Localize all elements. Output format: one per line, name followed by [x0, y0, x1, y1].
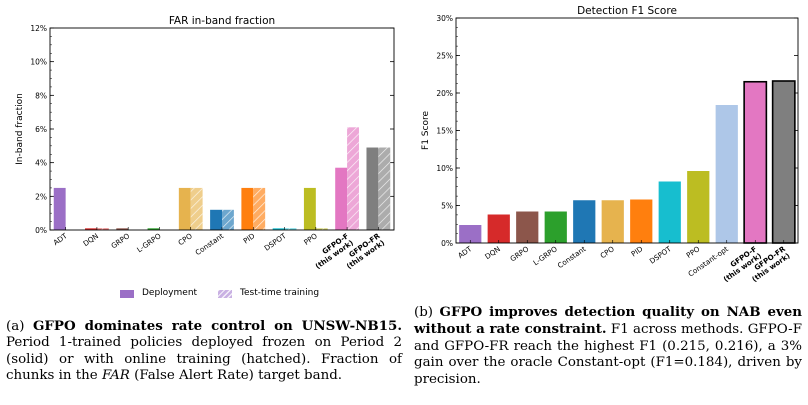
- f1-bar-ppo: [687, 171, 710, 243]
- f1-bar-constant-opt: [715, 105, 738, 243]
- f1-plot-frame: [455, 17, 799, 244]
- far-bar-deployment-gfpo-fr-this-work: [366, 147, 379, 230]
- f1-ytick-label: 25%: [436, 52, 453, 61]
- xtick-pid: PID: [629, 244, 644, 259]
- far-bar-deployment-gfpo-f-this-work: [335, 167, 348, 230]
- xtick-dspot: DSPOT: [648, 244, 674, 266]
- f1-bar-gfpo-fr-this-work: [771, 80, 796, 244]
- far-bar-deployment-dqn: [85, 228, 97, 230]
- f1-ytick-label: 15%: [436, 127, 453, 136]
- xtick-adt: ADT: [456, 244, 474, 260]
- far-bar-deployment-grpo: [116, 228, 129, 230]
- caption-b-prefix: (b): [414, 305, 440, 320]
- xtick-dqn: DQN: [81, 231, 100, 248]
- caption-a-bold: GFPO dominates rate control on UNSW-NB15…: [32, 318, 402, 334]
- xtick-cpo: CPO: [598, 244, 616, 260]
- far-chart: FAR in-band fraction In-band fraction 0% 2%…: [0, 0, 404, 300]
- f1-title: Detection F1 Score: [577, 5, 677, 17]
- far-bar-ttt-hatch-dspot: [284, 228, 297, 230]
- far-bar-deployment-ppo: [303, 187, 316, 230]
- legend-deployment-label: Deployment: [142, 288, 198, 298]
- far-ytick-label: 0%: [35, 226, 47, 235]
- caption-b: (b) GFPO improves detection quality on N…: [414, 304, 802, 388]
- far-bar-deployment-cpo: [178, 187, 191, 230]
- f1-bar-dspot: [658, 181, 681, 243]
- f1-bar-gfpo-f-this-work: [743, 80, 768, 244]
- xtick-l-grpo: L-GRPO: [531, 244, 559, 267]
- far-title: FAR in-band fraction: [169, 15, 275, 27]
- f1-ytick-label: 30%: [436, 14, 453, 23]
- f1-ytick-label: 20%: [436, 89, 453, 98]
- far-bar-deployment-pid: [241, 187, 254, 230]
- f1-bar-cpo: [601, 200, 624, 243]
- xtick-pid: PID: [241, 231, 256, 246]
- caption-b-bold: GFPO improves detection quality on NAB e…: [414, 304, 802, 338]
- caption-a-text2: (False Alert Rate) target band.: [129, 368, 343, 384]
- far-bar-ttt-hatch-gfpo-fr-this-work: [378, 147, 391, 230]
- caption-a-text1: Period 1-trained policies deployed froze…: [6, 335, 402, 384]
- far-bar-ttt-hatch-ppo: [315, 228, 328, 230]
- far-ylabel: In-band fraction: [15, 93, 25, 165]
- xtick-dqn: DQN: [483, 244, 502, 261]
- far-bar-deployment-constant: [210, 209, 222, 230]
- far-bar-deployment-l-grpo: [147, 228, 160, 230]
- far-ytick-label: 6%: [35, 125, 47, 134]
- f1-chart: Detection F1 Score F1 Score 0% 5% 10% 15% 20% 2…: [404, 0, 808, 300]
- legend-deployment-swatch: [120, 290, 134, 298]
- xtick-grpo: GRPO: [508, 244, 530, 263]
- xtick-grpo: GRPO: [109, 231, 131, 250]
- far-ytick-label: 10%: [30, 58, 47, 67]
- f1-bar-adt: [459, 225, 482, 243]
- xtick-constant: Constant: [556, 244, 588, 270]
- caption-a: (a) GFPO dominates rate control on UNSW-…: [6, 318, 402, 385]
- far-bar-ttt-hatch-dqn: [96, 228, 109, 230]
- far-bar-ttt-hatch-cpo: [190, 187, 203, 230]
- legend-ttt-label: Test-time training: [240, 288, 320, 298]
- f1-ytick-label: 5%: [441, 202, 453, 211]
- xtick-ppo: PPO: [302, 231, 319, 247]
- xtick-l-grpo: L-GRPO: [135, 231, 163, 254]
- f1-bar-l-grpo: [544, 211, 567, 243]
- f1-bar-dqn: [487, 214, 510, 243]
- caption-b-text: F1 across methods. GFPO-F and GFPO-FR re…: [414, 322, 802, 387]
- f1-ytick-label: 0%: [441, 239, 453, 248]
- caption-a-italic: FAR: [101, 368, 130, 384]
- xtick-cpo: CPO: [176, 231, 194, 247]
- far-ytick-label: 12%: [30, 24, 47, 33]
- legend-ttt-swatch: [218, 290, 232, 298]
- far-ytick-label: 4%: [35, 159, 47, 168]
- f1-bar-grpo: [516, 211, 539, 243]
- far-bar-ttt-hatch-constant: [222, 209, 234, 230]
- xtick-constant: Constant: [194, 231, 226, 257]
- far-legend: Deployment Test-time training: [120, 287, 380, 303]
- f1-ylabel: F1 Score: [421, 111, 431, 150]
- f1-bar-constant: [573, 200, 596, 243]
- far-bar-deployment-dspot: [272, 228, 285, 230]
- far-ytick-label: 2%: [35, 192, 47, 201]
- xtick-ppo: PPO: [684, 244, 701, 260]
- far-bar-deployment-adt: [53, 187, 66, 230]
- xtick-dspot: DSPOT: [262, 231, 288, 253]
- f1-chart-svg: Detection F1 Score F1 Score 0% 5% 10% 15% 20% 2…: [421, 5, 799, 284]
- far-bar-ttt-hatch-pid: [253, 187, 266, 230]
- caption-a-prefix: (a): [6, 319, 33, 334]
- f1-bar-pid: [630, 199, 653, 243]
- xtick-adt: ADT: [51, 231, 69, 247]
- f1-ytick-label: 10%: [436, 164, 453, 173]
- far-chart-svg: FAR in-band fraction In-band fraction 0% 2%…: [15, 15, 395, 271]
- far-ytick-label: 8%: [35, 91, 47, 100]
- far-bar-ttt-hatch-gfpo-f-this-work: [347, 127, 359, 230]
